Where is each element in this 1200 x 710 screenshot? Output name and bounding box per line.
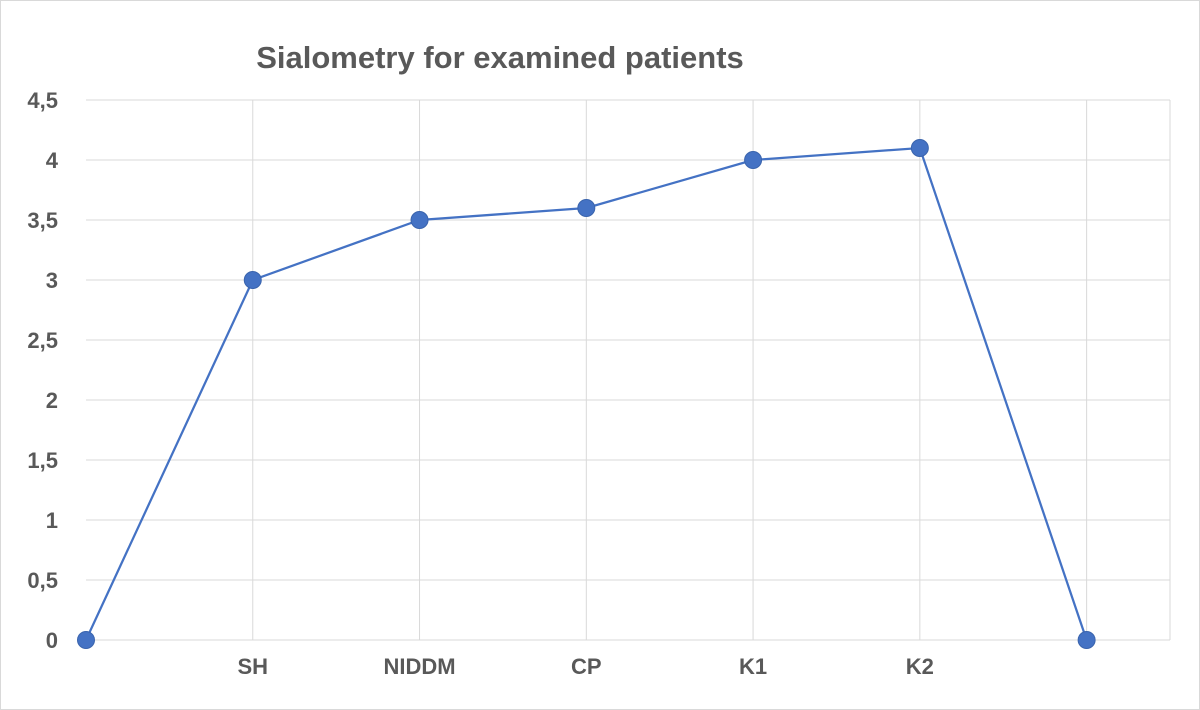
y-tick-label: 1 [46,508,58,533]
data-point-marker [1077,631,1096,649]
y-tick-label: 4 [46,148,59,173]
x-tick-label: K2 [906,654,934,679]
x-tick-label: CP [571,654,602,679]
data-point-marker [744,151,763,169]
y-tick-label: 4,5 [27,88,58,113]
y-tick-label: 2,5 [27,328,58,353]
gridlines [86,99,1171,641]
y-tick-label: 2 [46,388,58,413]
series-layer [77,139,1096,649]
x-tick-label: SH [237,654,268,679]
data-point-marker [410,211,429,229]
data-point-marker [910,139,929,157]
y-axis-tick-labels: 0 0,5 1 1,5 2 2,5 3 3,5 4 4,5 [27,88,58,653]
data-point-marker [243,271,262,289]
y-tick-label: 3,5 [27,208,58,233]
y-tick-label: 0,5 [27,568,58,593]
y-tick-label: 0 [46,628,58,653]
x-tick-label: NIDDM [383,654,455,679]
x-tick-label: K1 [739,654,767,679]
y-tick-label: 1,5 [27,448,58,473]
data-point-marker [577,199,596,217]
x-axis-tick-labels: SH NIDDM CP K1 K2 [237,654,933,679]
y-tick-label: 3 [46,268,58,293]
data-point-marker [77,631,95,649]
chart-title: Sialometry for examined patients [256,40,744,75]
